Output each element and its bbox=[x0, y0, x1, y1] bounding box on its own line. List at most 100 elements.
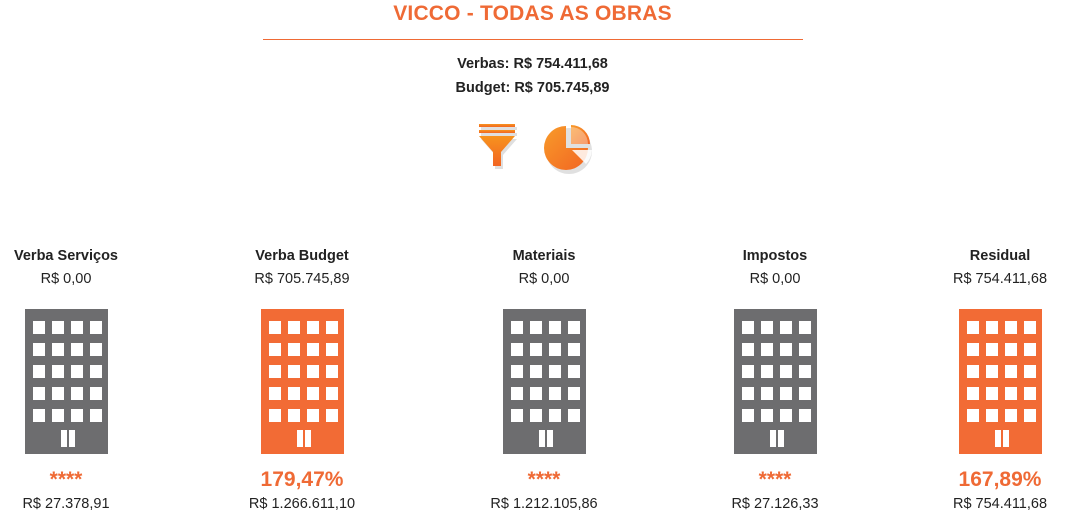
building-window bbox=[1004, 387, 1017, 400]
building-icon[interactable] bbox=[260, 309, 344, 454]
building-window bbox=[985, 321, 998, 334]
building-window bbox=[529, 343, 542, 356]
building-window bbox=[89, 321, 102, 334]
column-residual: Residual R$ 754.411,68 167,89% R$ 754.41… bbox=[900, 246, 1073, 514]
building-window bbox=[268, 321, 281, 334]
building-window bbox=[548, 409, 561, 422]
column-value: R$ 0,00 bbox=[40, 271, 92, 287]
building-window bbox=[529, 365, 542, 378]
building-window bbox=[779, 343, 792, 356]
building-icon[interactable] bbox=[958, 309, 1042, 454]
building-window bbox=[325, 321, 338, 334]
building-window bbox=[89, 409, 102, 422]
building-window bbox=[985, 409, 998, 422]
building-window bbox=[760, 409, 773, 422]
building-window bbox=[798, 387, 811, 400]
building-window bbox=[32, 409, 45, 422]
verbas-total: Verbas: R$ 754.411,68 bbox=[457, 56, 608, 72]
budget-total: Budget: R$ 705.745,89 bbox=[455, 80, 610, 96]
building-window bbox=[1023, 365, 1036, 378]
building-window bbox=[548, 321, 561, 334]
building-window bbox=[1023, 321, 1036, 334]
building-window bbox=[51, 365, 64, 378]
building-door bbox=[304, 430, 311, 447]
building-window bbox=[32, 365, 45, 378]
building-window bbox=[798, 365, 811, 378]
building-window bbox=[567, 409, 580, 422]
building-icon[interactable] bbox=[502, 309, 586, 454]
building-window bbox=[741, 409, 754, 422]
column-amount: R$ 1.212.105,86 bbox=[490, 496, 598, 512]
building-window bbox=[325, 365, 338, 378]
building-door bbox=[1002, 430, 1009, 447]
building-window bbox=[32, 387, 45, 400]
column-label: Residual bbox=[969, 248, 1031, 264]
column-value: R$ 705.745,89 bbox=[254, 271, 350, 287]
toolbar-icons bbox=[0, 118, 1073, 178]
column-percent: 179,47% bbox=[260, 468, 344, 491]
building-window bbox=[760, 365, 773, 378]
building-window bbox=[1023, 343, 1036, 356]
building-window bbox=[760, 321, 773, 334]
building-window bbox=[51, 409, 64, 422]
building-window bbox=[287, 409, 300, 422]
column-verba-servicos: Verba Serviços R$ 0,00 **** R$ 27.378,91 bbox=[0, 246, 166, 514]
pie-chart-icon[interactable] bbox=[542, 124, 598, 181]
building-window bbox=[1004, 365, 1017, 378]
building-window bbox=[287, 343, 300, 356]
building-window bbox=[268, 409, 281, 422]
building-icon[interactable] bbox=[24, 309, 108, 454]
building-window bbox=[51, 387, 64, 400]
building-window bbox=[798, 409, 811, 422]
building-icon[interactable] bbox=[733, 309, 817, 454]
column-impostos: Impostos R$ 0,00 **** R$ 27.126,33 bbox=[675, 246, 875, 514]
building-window bbox=[567, 321, 580, 334]
column-amount: R$ 1.266.611,10 bbox=[248, 496, 356, 512]
building-window bbox=[567, 387, 580, 400]
building-window bbox=[779, 321, 792, 334]
building-door bbox=[769, 430, 776, 447]
building-window bbox=[51, 321, 64, 334]
building-window bbox=[268, 365, 281, 378]
column-percent: **** bbox=[758, 468, 792, 491]
column-percent: **** bbox=[527, 468, 561, 491]
filter-icon[interactable] bbox=[475, 122, 521, 179]
building-window bbox=[510, 387, 523, 400]
building-window bbox=[779, 365, 792, 378]
building-window bbox=[741, 365, 754, 378]
column-verba-budget: Verba Budget R$ 705.745,89 179,47% R$ 1.… bbox=[202, 246, 402, 514]
building-window bbox=[306, 365, 319, 378]
building-door bbox=[546, 430, 553, 447]
building-window bbox=[966, 321, 979, 334]
building-window bbox=[966, 343, 979, 356]
building-door bbox=[296, 430, 303, 447]
building-window bbox=[548, 343, 561, 356]
building-window bbox=[306, 343, 319, 356]
building-window bbox=[1023, 387, 1036, 400]
column-materiais: Materiais R$ 0,00 **** R$ 1.212.105,86 bbox=[444, 246, 644, 514]
building-window bbox=[548, 365, 561, 378]
building-window bbox=[510, 343, 523, 356]
column-amount: R$ 754.411,68 bbox=[952, 496, 1048, 512]
building-window bbox=[1004, 409, 1017, 422]
building-window bbox=[325, 409, 338, 422]
building-window bbox=[985, 343, 998, 356]
building-window bbox=[306, 409, 319, 422]
column-label: Verba Serviços bbox=[14, 248, 118, 264]
building-window bbox=[779, 387, 792, 400]
building-window bbox=[510, 409, 523, 422]
building-window bbox=[287, 365, 300, 378]
building-window bbox=[798, 321, 811, 334]
building-window bbox=[985, 387, 998, 400]
building-door bbox=[538, 430, 545, 447]
column-value: R$ 754.411,68 bbox=[952, 271, 1048, 287]
building-door bbox=[60, 430, 67, 447]
building-door bbox=[68, 430, 75, 447]
column-label: Impostos bbox=[742, 248, 808, 264]
building-door bbox=[777, 430, 784, 447]
building-window bbox=[529, 409, 542, 422]
building-window bbox=[741, 321, 754, 334]
page-title: VICCO - TODAS AS OBRAS bbox=[393, 2, 672, 25]
building-window bbox=[306, 321, 319, 334]
column-amount: R$ 27.378,91 bbox=[22, 496, 110, 512]
